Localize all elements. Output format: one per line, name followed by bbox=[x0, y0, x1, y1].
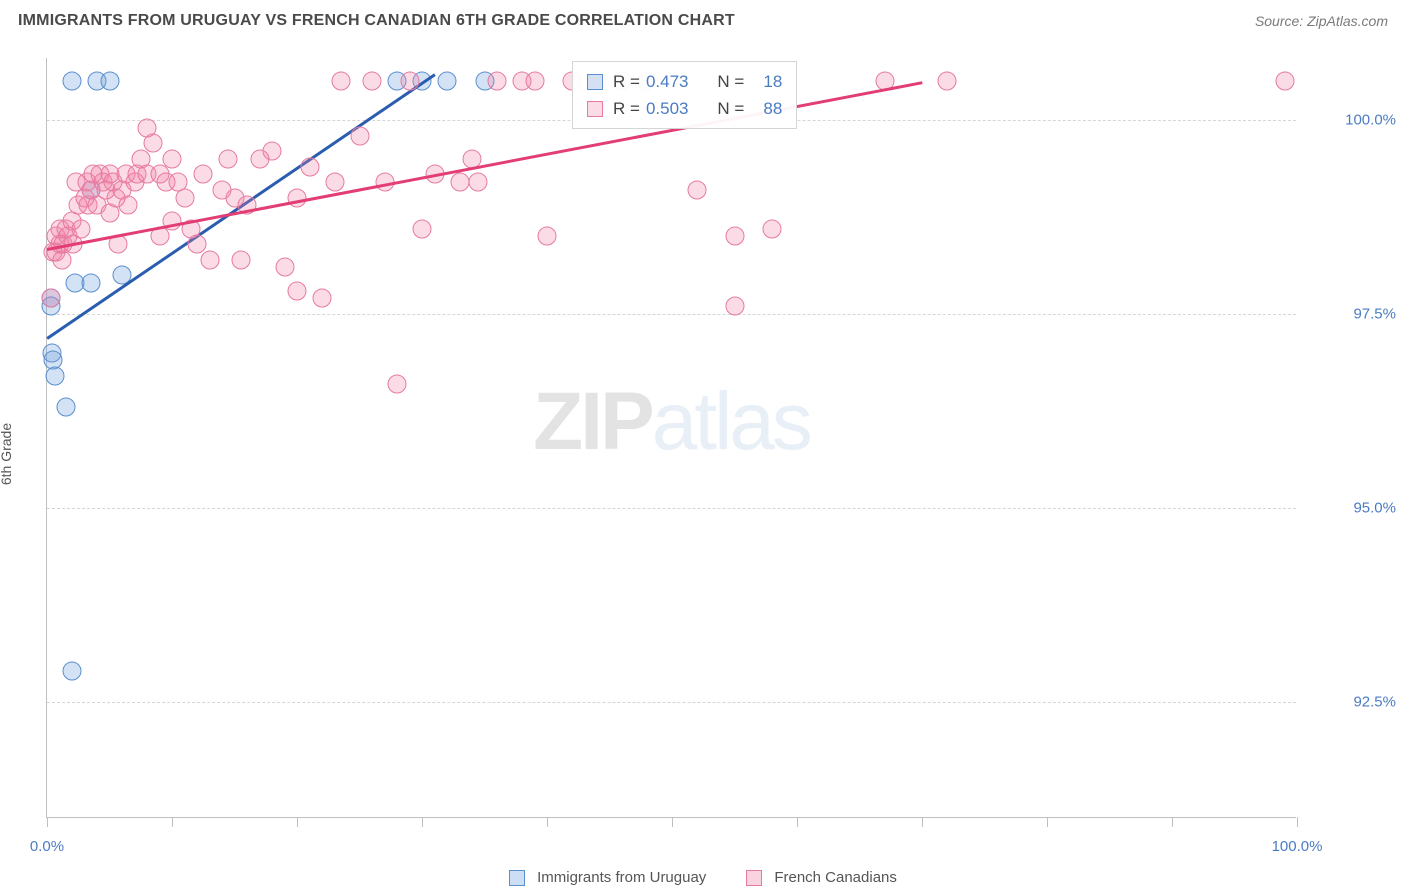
scatter-plot: ZIPatlas 100.0%97.5%95.0%92.5%0.0%100.0%… bbox=[46, 58, 1296, 818]
data-point bbox=[45, 366, 64, 385]
data-point bbox=[331, 72, 350, 91]
legend-label: Immigrants from Uruguay bbox=[537, 869, 706, 886]
stats-legend-row: R = 0.503 N = 88 bbox=[587, 95, 782, 122]
data-point bbox=[63, 661, 82, 680]
x-tick bbox=[47, 817, 48, 827]
data-point bbox=[469, 173, 488, 192]
gridline bbox=[47, 702, 1296, 703]
chart-title: IMMIGRANTS FROM URUGUAY VS FRENCH CANADI… bbox=[18, 12, 735, 30]
data-point bbox=[119, 196, 138, 215]
data-point bbox=[288, 281, 307, 300]
y-tick-label: 92.5% bbox=[1306, 693, 1396, 710]
x-tick bbox=[1297, 817, 1298, 827]
data-point bbox=[71, 219, 90, 238]
gridline bbox=[47, 314, 1296, 315]
legend-swatch bbox=[509, 870, 525, 886]
x-tick bbox=[1172, 817, 1173, 827]
x-tick-label: 0.0% bbox=[30, 838, 64, 855]
watermark: ZIPatlas bbox=[533, 375, 810, 469]
x-tick bbox=[297, 817, 298, 827]
data-point bbox=[100, 72, 119, 91]
data-point bbox=[938, 72, 957, 91]
legend-swatch bbox=[587, 101, 603, 117]
data-point bbox=[263, 142, 282, 161]
data-point bbox=[194, 165, 213, 184]
x-tick bbox=[922, 817, 923, 827]
data-point bbox=[163, 149, 182, 168]
data-point bbox=[288, 188, 307, 207]
data-point bbox=[438, 72, 457, 91]
x-tick-label: 100.0% bbox=[1272, 838, 1323, 855]
data-point bbox=[200, 250, 219, 269]
legend-item: Immigrants from Uruguay bbox=[509, 869, 706, 886]
gridline bbox=[47, 508, 1296, 509]
data-point bbox=[763, 219, 782, 238]
data-point bbox=[56, 397, 75, 416]
data-point bbox=[300, 157, 319, 176]
stats-legend-row: R = 0.473 N = 18 bbox=[587, 68, 782, 95]
x-tick bbox=[797, 817, 798, 827]
legend-label: French Canadians bbox=[774, 869, 897, 886]
data-point bbox=[325, 173, 344, 192]
data-point bbox=[275, 258, 294, 277]
data-point bbox=[388, 374, 407, 393]
data-point bbox=[231, 250, 250, 269]
legend-item: French Canadians bbox=[746, 869, 897, 886]
y-tick-label: 95.0% bbox=[1306, 499, 1396, 516]
data-point bbox=[350, 126, 369, 145]
data-point bbox=[63, 72, 82, 91]
x-tick bbox=[547, 817, 548, 827]
x-tick bbox=[1047, 817, 1048, 827]
data-point bbox=[1275, 72, 1294, 91]
data-point bbox=[363, 72, 382, 91]
x-tick bbox=[422, 817, 423, 827]
y-axis-label: 6th Grade bbox=[0, 423, 14, 485]
data-point bbox=[450, 173, 469, 192]
data-point bbox=[525, 72, 544, 91]
data-point bbox=[144, 134, 163, 153]
bottom-legend: Immigrants from Uruguay French Canadians bbox=[0, 869, 1406, 886]
data-point bbox=[400, 72, 419, 91]
data-point bbox=[41, 289, 60, 308]
legend-swatch bbox=[587, 74, 603, 90]
data-point bbox=[725, 297, 744, 316]
legend-swatch bbox=[746, 870, 762, 886]
x-tick bbox=[172, 817, 173, 827]
x-tick bbox=[672, 817, 673, 827]
data-point bbox=[538, 227, 557, 246]
y-tick-label: 97.5% bbox=[1306, 305, 1396, 322]
data-point bbox=[413, 219, 432, 238]
data-point bbox=[175, 188, 194, 207]
data-point bbox=[219, 149, 238, 168]
y-tick-label: 100.0% bbox=[1306, 112, 1396, 129]
source-label: Source: ZipAtlas.com bbox=[1255, 13, 1388, 29]
data-point bbox=[81, 273, 100, 292]
data-point bbox=[313, 289, 332, 308]
data-point bbox=[488, 72, 507, 91]
stats-legend: R = 0.473 N = 18R = 0.503 N = 88 bbox=[572, 61, 797, 129]
data-point bbox=[688, 180, 707, 199]
data-point bbox=[725, 227, 744, 246]
